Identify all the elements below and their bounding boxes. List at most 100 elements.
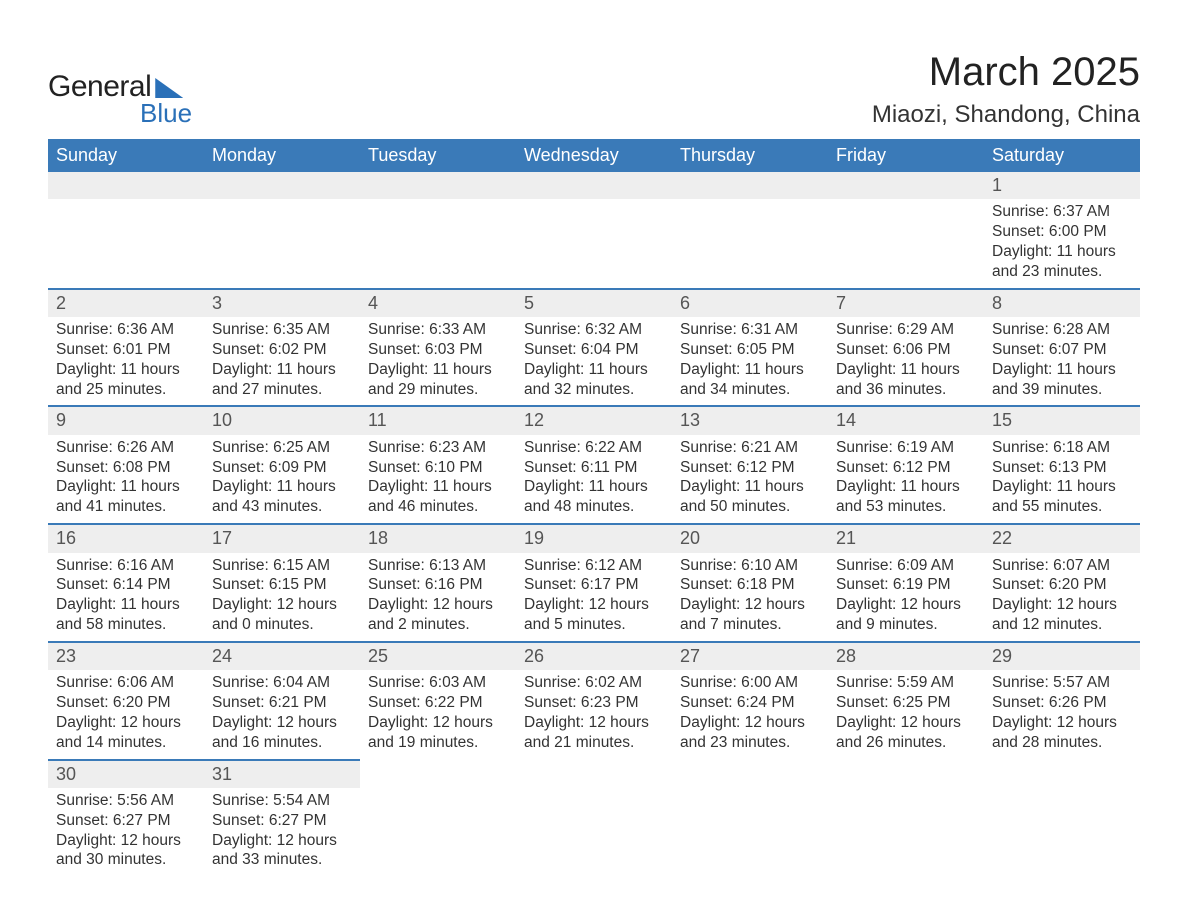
day-sr: Sunrise: 6:00 AM (680, 673, 820, 693)
day-sr: Sunrise: 5:54 AM (212, 791, 352, 811)
day-number-cell: 27 (672, 642, 828, 670)
day-body-cell: Sunrise: 5:54 AMSunset: 6:27 PMDaylight:… (204, 788, 360, 876)
day-sr: Sunrise: 6:25 AM (212, 438, 352, 458)
col-wed: Wednesday (516, 139, 672, 172)
col-sun: Sunday (48, 139, 204, 172)
day-body-cell: Sunrise: 6:19 AMSunset: 6:12 PMDaylight:… (828, 435, 984, 524)
brand-word-2: Blue (140, 98, 192, 129)
day-d1: Daylight: 12 hours (992, 713, 1132, 733)
day-d1: Daylight: 12 hours (56, 831, 196, 851)
header: General Blue March 2025 Miaozi, Shandong… (48, 50, 1140, 129)
day-sr: Sunrise: 6:31 AM (680, 320, 820, 340)
brand-word-1: General (48, 70, 151, 104)
day-d2: and 0 minutes. (212, 615, 352, 635)
day-ss: Sunset: 6:09 PM (212, 458, 352, 478)
day-sr: Sunrise: 6:10 AM (680, 556, 820, 576)
day-sr: Sunrise: 6:13 AM (368, 556, 508, 576)
day-ss: Sunset: 6:17 PM (524, 575, 664, 595)
day-body-cell: Sunrise: 6:28 AMSunset: 6:07 PMDaylight:… (984, 317, 1140, 406)
day-d2: and 29 minutes. (368, 380, 508, 400)
day-sr: Sunrise: 6:23 AM (368, 438, 508, 458)
day-number-cell (828, 172, 984, 199)
day-body-cell: Sunrise: 6:37 AMSunset: 6:00 PMDaylight:… (984, 199, 1140, 288)
day-sr: Sunrise: 5:59 AM (836, 673, 976, 693)
day-sr: Sunrise: 6:37 AM (992, 202, 1132, 222)
week-body-row: Sunrise: 6:26 AMSunset: 6:08 PMDaylight:… (48, 435, 1140, 524)
day-number-cell (672, 172, 828, 199)
day-d2: and 5 minutes. (524, 615, 664, 635)
day-d2: and 53 minutes. (836, 497, 976, 517)
day-body-cell: Sunrise: 6:21 AMSunset: 6:12 PMDaylight:… (672, 435, 828, 524)
day-d1: Daylight: 11 hours (680, 477, 820, 497)
day-body-cell: Sunrise: 6:23 AMSunset: 6:10 PMDaylight:… (360, 435, 516, 524)
day-d2: and 32 minutes. (524, 380, 664, 400)
day-d2: and 48 minutes. (524, 497, 664, 517)
day-d1: Daylight: 11 hours (992, 242, 1132, 262)
day-ss: Sunset: 6:02 PM (212, 340, 352, 360)
day-d2: and 34 minutes. (680, 380, 820, 400)
day-d1: Daylight: 11 hours (680, 360, 820, 380)
day-body-cell: Sunrise: 6:09 AMSunset: 6:19 PMDaylight:… (828, 553, 984, 642)
day-sr: Sunrise: 6:09 AM (836, 556, 976, 576)
day-body-cell: Sunrise: 5:57 AMSunset: 6:26 PMDaylight:… (984, 670, 1140, 759)
day-number-cell (516, 760, 672, 788)
day-d1: Daylight: 12 hours (836, 595, 976, 615)
day-number-cell: 17 (204, 524, 360, 552)
day-number-cell: 26 (516, 642, 672, 670)
col-tue: Tuesday (360, 139, 516, 172)
day-body-cell: Sunrise: 6:32 AMSunset: 6:04 PMDaylight:… (516, 317, 672, 406)
day-sr: Sunrise: 5:57 AM (992, 673, 1132, 693)
day-number-cell: 13 (672, 406, 828, 434)
day-number-cell: 14 (828, 406, 984, 434)
day-number-cell: 15 (984, 406, 1140, 434)
day-ss: Sunset: 6:13 PM (992, 458, 1132, 478)
day-d2: and 41 minutes. (56, 497, 196, 517)
day-number-cell: 20 (672, 524, 828, 552)
day-body-cell (360, 788, 516, 876)
day-body-cell: Sunrise: 6:33 AMSunset: 6:03 PMDaylight:… (360, 317, 516, 406)
day-body-cell: Sunrise: 6:22 AMSunset: 6:11 PMDaylight:… (516, 435, 672, 524)
day-d1: Daylight: 11 hours (56, 477, 196, 497)
brand-logo: General Blue (48, 70, 192, 129)
day-number-cell: 6 (672, 289, 828, 317)
day-d1: Daylight: 11 hours (56, 595, 196, 615)
week-body-row: Sunrise: 6:06 AMSunset: 6:20 PMDaylight:… (48, 670, 1140, 759)
day-sr: Sunrise: 6:26 AM (56, 438, 196, 458)
week-numbers-row: 2345678 (48, 289, 1140, 317)
day-body-cell: Sunrise: 5:56 AMSunset: 6:27 PMDaylight:… (48, 788, 204, 876)
day-d2: and 9 minutes. (836, 615, 976, 635)
day-d1: Daylight: 12 hours (524, 595, 664, 615)
day-body-cell: Sunrise: 6:15 AMSunset: 6:15 PMDaylight:… (204, 553, 360, 642)
day-number-cell: 7 (828, 289, 984, 317)
day-d1: Daylight: 11 hours (992, 477, 1132, 497)
day-d1: Daylight: 12 hours (212, 595, 352, 615)
day-body-cell: Sunrise: 6:10 AMSunset: 6:18 PMDaylight:… (672, 553, 828, 642)
day-number-cell: 24 (204, 642, 360, 670)
day-d1: Daylight: 11 hours (524, 477, 664, 497)
day-body-cell: Sunrise: 6:06 AMSunset: 6:20 PMDaylight:… (48, 670, 204, 759)
page-title: March 2025 (872, 50, 1140, 95)
day-ss: Sunset: 6:19 PM (836, 575, 976, 595)
day-number-cell: 11 (360, 406, 516, 434)
day-ss: Sunset: 6:01 PM (56, 340, 196, 360)
day-sr: Sunrise: 5:56 AM (56, 791, 196, 811)
day-number-cell (984, 760, 1140, 788)
day-number-cell: 2 (48, 289, 204, 317)
day-d1: Daylight: 12 hours (680, 713, 820, 733)
day-d1: Daylight: 12 hours (212, 713, 352, 733)
day-number-cell: 22 (984, 524, 1140, 552)
day-ss: Sunset: 6:27 PM (56, 811, 196, 831)
calendar-body: 1Sunrise: 6:37 AMSunset: 6:00 PMDaylight… (48, 172, 1140, 876)
day-body-cell (828, 199, 984, 288)
day-sr: Sunrise: 6:15 AM (212, 556, 352, 576)
day-sr: Sunrise: 6:21 AM (680, 438, 820, 458)
day-sr: Sunrise: 6:36 AM (56, 320, 196, 340)
day-sr: Sunrise: 6:03 AM (368, 673, 508, 693)
day-number-cell: 29 (984, 642, 1140, 670)
col-thu: Thursday (672, 139, 828, 172)
day-body-cell (516, 199, 672, 288)
day-d2: and 58 minutes. (56, 615, 196, 635)
day-d2: and 26 minutes. (836, 733, 976, 753)
day-body-cell: Sunrise: 6:16 AMSunset: 6:14 PMDaylight:… (48, 553, 204, 642)
day-number-cell: 19 (516, 524, 672, 552)
